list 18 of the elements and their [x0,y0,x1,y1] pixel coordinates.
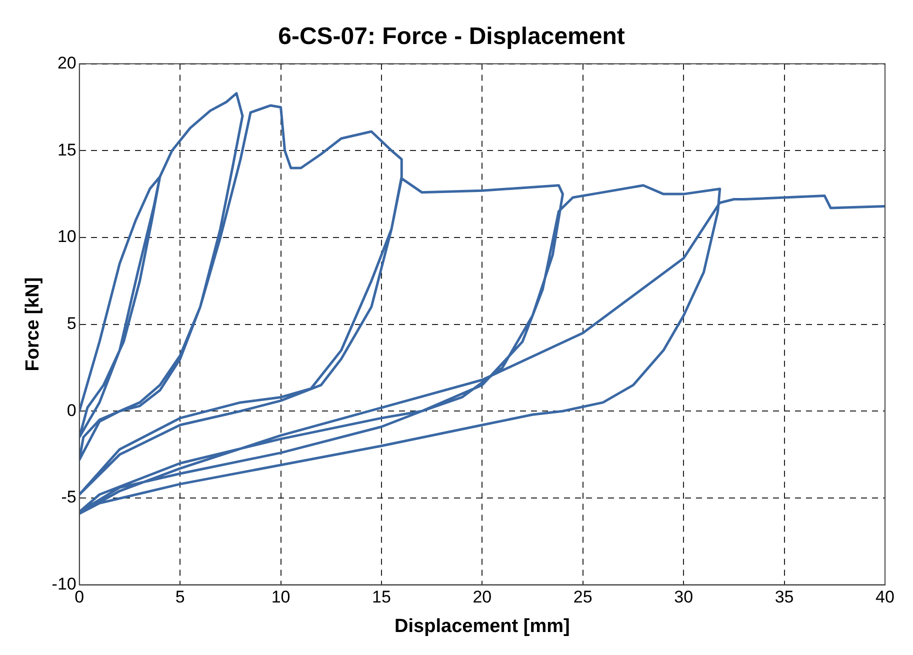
x-tick-label: 20 [472,588,492,607]
x-axis-title: Displacement [mm] [394,616,570,637]
y-tick-label: -5 [61,488,76,507]
x-tick-label: 10 [271,588,290,607]
x-tick-label: 25 [573,588,592,607]
x-tick-label: 30 [674,588,694,607]
x-tick-label: 5 [175,588,185,607]
y-tick-label: 20 [57,53,76,72]
x-tick-label: 15 [372,588,391,607]
y-tick-label: 0 [66,400,76,420]
y-tick-label: 5 [66,314,76,333]
x-tick-label: 35 [774,588,794,607]
chart-title: 6-CS-07: Force - Displacement [278,23,625,50]
y-tick-label: -10 [52,574,76,594]
y-tick-label: 10 [57,227,76,246]
y-axis-title: Force [kN] [22,277,44,372]
x-tick-label: 40 [876,588,894,607]
y-tick-label: 15 [57,140,76,160]
